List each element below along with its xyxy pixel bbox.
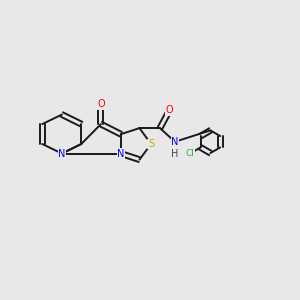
Text: N: N — [58, 148, 66, 158]
Text: N: N — [117, 148, 124, 158]
Text: S: S — [148, 139, 154, 149]
Text: O: O — [166, 105, 173, 116]
Text: O: O — [97, 99, 105, 109]
Text: H: H — [171, 149, 178, 159]
Text: N: N — [171, 137, 178, 147]
Text: Cl: Cl — [185, 149, 194, 158]
